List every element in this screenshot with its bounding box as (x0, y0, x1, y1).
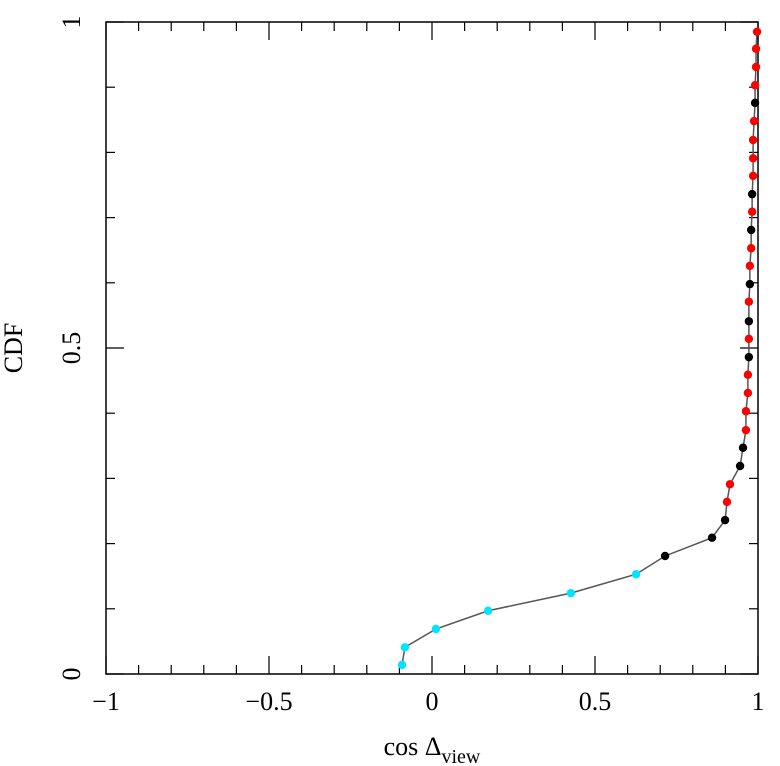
data-point (752, 27, 762, 36)
x-label-subscript: view (442, 746, 481, 766)
data-point (741, 407, 751, 416)
data-point (744, 334, 754, 344)
x-label-main: cos Δ (384, 732, 442, 761)
y-tick-label: 1 (57, 16, 86, 29)
y-axis-label: CDF (0, 323, 28, 374)
data-point (431, 624, 441, 634)
data-point (725, 480, 735, 489)
data-point (744, 297, 754, 306)
data-point (743, 370, 753, 379)
data-point (744, 352, 754, 362)
data-point (707, 533, 717, 542)
data-point (738, 443, 748, 452)
data-point (747, 189, 757, 199)
x-tick-label: 0 (426, 687, 439, 716)
data-point (748, 154, 758, 163)
data-point (746, 244, 756, 253)
data-point (735, 461, 745, 471)
y-tick-label: 0 (57, 668, 86, 681)
data-point (722, 497, 732, 507)
data-point (751, 62, 761, 72)
data-point (749, 116, 759, 126)
y-tick-label: 0.5 (57, 332, 86, 365)
x-tick-label: 1 (752, 687, 765, 716)
data-point (631, 570, 641, 579)
data-point (748, 171, 758, 181)
data-point (400, 643, 410, 652)
data-point (745, 261, 755, 271)
data-point (750, 81, 760, 90)
x-axis-label: cos Δview (384, 732, 481, 766)
cdf-line (401, 31, 758, 665)
x-tick-label: −0.5 (245, 687, 292, 716)
data-point (751, 44, 761, 53)
data-point (660, 551, 670, 561)
data-point (743, 388, 753, 398)
data-point (750, 98, 760, 108)
data-point (747, 207, 757, 216)
data-point (745, 279, 755, 289)
data-point (748, 135, 758, 145)
data-point (744, 317, 754, 326)
data-point (483, 606, 493, 615)
data-point (720, 515, 730, 525)
x-tick-label: −1 (92, 687, 120, 716)
plot-frame (105, 21, 759, 675)
x-tick-label: 0.5 (579, 687, 612, 716)
data-point (397, 660, 407, 670)
data-point (741, 425, 751, 435)
data-point (566, 588, 576, 598)
data-point (746, 225, 756, 235)
